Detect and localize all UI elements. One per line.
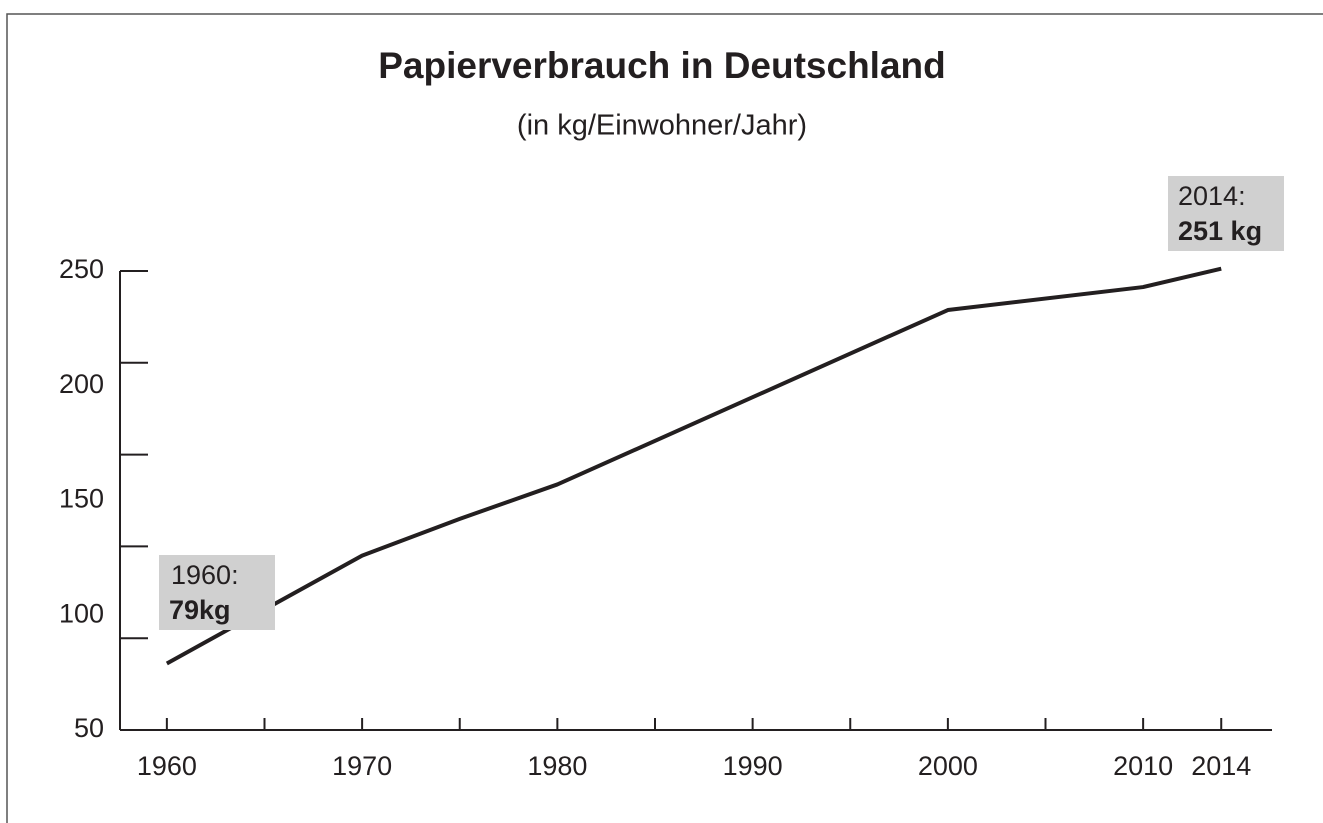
x-tick-label: 1960 xyxy=(137,751,197,781)
annotation-head: 1960: xyxy=(171,560,239,590)
x-tick-label: 1990 xyxy=(723,751,783,781)
y-tick-label: 150 xyxy=(59,484,104,514)
annotation-value: 79kg xyxy=(169,595,231,625)
data-line xyxy=(165,266,1222,666)
x-tick-label: 2014 xyxy=(1191,751,1251,781)
annotation-box xyxy=(159,555,275,630)
annotation: 2014: 251 kg xyxy=(1168,176,1284,251)
annotation-head: 2014: xyxy=(1178,181,1246,211)
x-tick-label: 2000 xyxy=(918,751,978,781)
annotation-value: 251 kg xyxy=(1178,216,1262,246)
y-tick-label: 250 xyxy=(59,254,104,284)
x-tick-label: 1980 xyxy=(527,751,587,781)
frame xyxy=(6,13,1323,823)
x-tick-label: 1970 xyxy=(332,751,392,781)
chart-subtitle: (in kg/Einwohner/Jahr) xyxy=(517,110,807,142)
annotation: 1960: 79kg xyxy=(159,555,275,630)
y-tick-label: 50 xyxy=(74,713,104,743)
x-tick-label: 2010 xyxy=(1113,751,1173,781)
y-tick-label: 100 xyxy=(59,598,104,628)
chart-title: Papierverbrauch in Deutschland xyxy=(378,45,946,86)
annotation-box xyxy=(1168,176,1284,251)
y-tick-label: 200 xyxy=(59,369,104,399)
